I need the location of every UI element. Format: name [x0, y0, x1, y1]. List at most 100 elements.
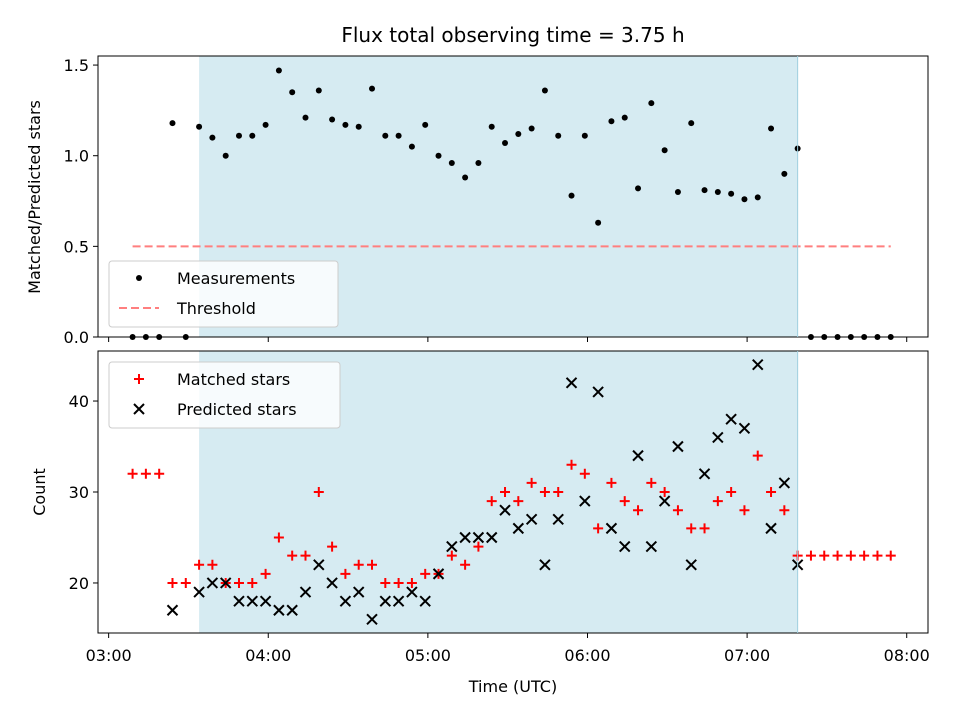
y-tick-label: 1.0 — [64, 147, 89, 166]
matched-star-point — [646, 477, 657, 488]
measurement-point — [329, 116, 336, 123]
predicted-star-point — [339, 595, 352, 607]
bottom-legend: Matched stars Predicted stars — [108, 361, 341, 429]
matched-star-point — [393, 577, 404, 588]
y-tick-label: 0.0 — [64, 328, 89, 347]
measurement-point — [422, 121, 429, 128]
measurement-point — [621, 114, 628, 121]
measurement-point — [355, 123, 362, 130]
matched-star-point — [553, 487, 564, 497]
matched-star-point — [726, 487, 737, 497]
predicted-star-point — [406, 586, 418, 598]
matched-star-point — [340, 568, 351, 579]
matched-star-point — [313, 487, 324, 497]
matched-star-point — [633, 505, 644, 516]
top-y-ticks: 0.0 0.5 1.0 1.5 — [64, 56, 98, 347]
legend-label: Measurements — [177, 269, 295, 288]
matched-star-point — [619, 496, 630, 507]
predicted-star-point — [499, 504, 511, 516]
measurement-point — [302, 114, 309, 121]
predicted-star-point — [765, 522, 777, 535]
chart-title: Flux total observing time = 3.75 h — [341, 23, 684, 47]
x-tick-label: 06:00 — [564, 646, 610, 665]
matched-star-point — [859, 550, 870, 561]
predicted-star-point — [233, 595, 245, 607]
predicted-star-point — [778, 477, 791, 489]
measurement-point — [448, 159, 455, 166]
matched-star-point — [779, 505, 790, 516]
matched-star-point — [500, 487, 511, 497]
matched-star-point — [845, 550, 856, 561]
x-tick-label: 07:00 — [724, 646, 770, 665]
measurement-point — [249, 132, 256, 139]
x-tick-label: 04:00 — [245, 646, 291, 665]
matched-star-point — [526, 477, 537, 488]
predicted-star-point — [512, 522, 525, 535]
predicted-star-point — [299, 586, 312, 598]
y-tick-label: 1.5 — [64, 56, 89, 75]
predicted-star-point — [752, 358, 764, 371]
matched-star-point — [140, 468, 151, 479]
matched-star-point — [127, 468, 138, 479]
matched-star-point — [486, 496, 497, 507]
matched-star-point — [672, 505, 683, 516]
predicted-star-point — [539, 559, 551, 571]
matched-star-point — [593, 523, 604, 534]
predicted-star-point — [672, 440, 684, 453]
measurement-point — [222, 152, 229, 159]
matched-star-point — [353, 559, 364, 570]
measurement-point — [515, 130, 522, 137]
matched-star-point — [513, 496, 524, 507]
measurement-point — [635, 185, 642, 192]
y-tick-label: 0.5 — [64, 237, 89, 256]
legend-measurement-swatch — [136, 275, 142, 281]
measurement-point — [714, 188, 721, 195]
matched-star-point — [154, 468, 165, 479]
measurement-point — [728, 190, 735, 197]
measurement-point — [661, 147, 668, 154]
bottom-marks — [127, 358, 896, 626]
measurement-point — [595, 219, 602, 226]
measurement-point — [209, 134, 216, 141]
predicted-star-point — [419, 595, 431, 607]
measurement-point — [169, 120, 176, 127]
matched-star-point — [579, 468, 590, 479]
x-tick-label: 05:00 — [405, 646, 451, 665]
predicted-star-point — [246, 595, 259, 607]
legend-matched-swatch — [134, 374, 144, 384]
top-panel: 0.0 0.5 1.0 1.5 Flux total observing time =… — [25, 23, 929, 347]
legend-box — [108, 361, 341, 429]
matched-star-point — [194, 559, 205, 570]
matched-star-point — [273, 532, 284, 543]
matched-star-point — [739, 505, 750, 516]
top-axes-frame — [97, 55, 929, 338]
predicted-star-point — [379, 595, 392, 607]
matched-star-point — [872, 550, 883, 561]
predicted-star-point — [592, 386, 604, 398]
predicted-star-point — [472, 531, 485, 544]
measurement-point — [502, 140, 509, 147]
measurement-point — [754, 194, 761, 201]
measurement-point — [289, 89, 296, 96]
predicted-star-point — [219, 577, 232, 589]
measurement-point — [262, 121, 269, 128]
predicted-star-point — [313, 559, 325, 571]
top-y-axis-label: Matched/Predicted stars — [25, 100, 44, 294]
matched-star-point — [260, 568, 271, 579]
measurement-point — [196, 123, 203, 130]
matched-star-point — [207, 559, 218, 570]
predicted-star-point — [206, 577, 219, 589]
matched-star-point — [686, 523, 697, 534]
bottom-x-ticks: 03:00 04:00 05:00 06:00 07:00 08:00 — [86, 633, 930, 665]
legend-label: Predicted stars — [177, 400, 297, 419]
legend-predicted-swatch — [133, 403, 145, 415]
predicted-star-point — [579, 495, 591, 507]
matched-star-point — [460, 559, 471, 570]
measurement-point — [342, 121, 349, 128]
matched-star-point — [566, 459, 577, 470]
matched-star-point — [885, 550, 896, 561]
predicted-star-point — [166, 604, 179, 616]
measurement-point — [581, 132, 588, 139]
predicted-star-point — [565, 377, 578, 389]
measurement-point — [701, 187, 708, 194]
